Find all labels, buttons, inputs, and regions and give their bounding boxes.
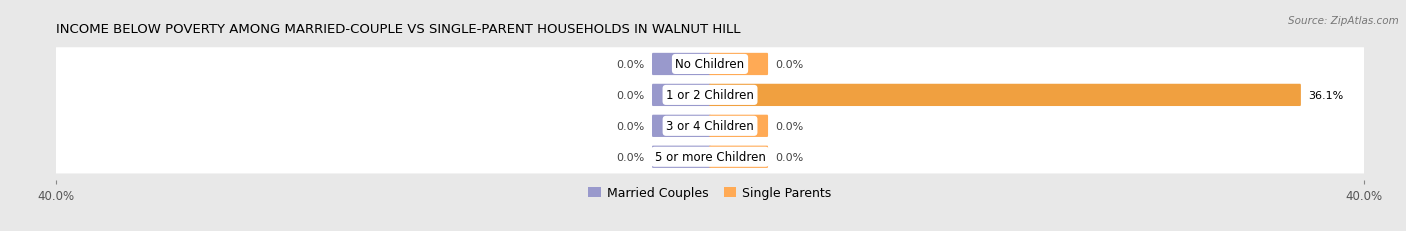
Text: 0.0%: 0.0% — [776, 60, 804, 70]
FancyBboxPatch shape — [652, 115, 711, 137]
Legend: Married Couples, Single Parents: Married Couples, Single Parents — [583, 182, 837, 204]
Text: 0.0%: 0.0% — [616, 121, 644, 131]
FancyBboxPatch shape — [53, 140, 1367, 174]
FancyBboxPatch shape — [709, 115, 768, 137]
Text: 0.0%: 0.0% — [776, 152, 804, 162]
Text: 1 or 2 Children: 1 or 2 Children — [666, 89, 754, 102]
FancyBboxPatch shape — [652, 54, 711, 76]
Text: No Children: No Children — [675, 58, 745, 71]
Text: 0.0%: 0.0% — [776, 121, 804, 131]
Text: 5 or more Children: 5 or more Children — [655, 151, 765, 164]
Text: 0.0%: 0.0% — [616, 91, 644, 100]
FancyBboxPatch shape — [709, 84, 1301, 106]
FancyBboxPatch shape — [53, 79, 1367, 112]
Text: INCOME BELOW POVERTY AMONG MARRIED-COUPLE VS SINGLE-PARENT HOUSEHOLDS IN WALNUT : INCOME BELOW POVERTY AMONG MARRIED-COUPL… — [56, 23, 741, 36]
FancyBboxPatch shape — [652, 84, 711, 106]
Text: 3 or 4 Children: 3 or 4 Children — [666, 120, 754, 133]
FancyBboxPatch shape — [709, 54, 768, 76]
FancyBboxPatch shape — [709, 146, 768, 168]
Text: 0.0%: 0.0% — [616, 152, 644, 162]
FancyBboxPatch shape — [53, 110, 1367, 143]
Text: Source: ZipAtlas.com: Source: ZipAtlas.com — [1288, 16, 1399, 26]
Text: 0.0%: 0.0% — [616, 60, 644, 70]
FancyBboxPatch shape — [53, 48, 1367, 81]
Text: 36.1%: 36.1% — [1308, 91, 1344, 100]
FancyBboxPatch shape — [652, 146, 711, 168]
